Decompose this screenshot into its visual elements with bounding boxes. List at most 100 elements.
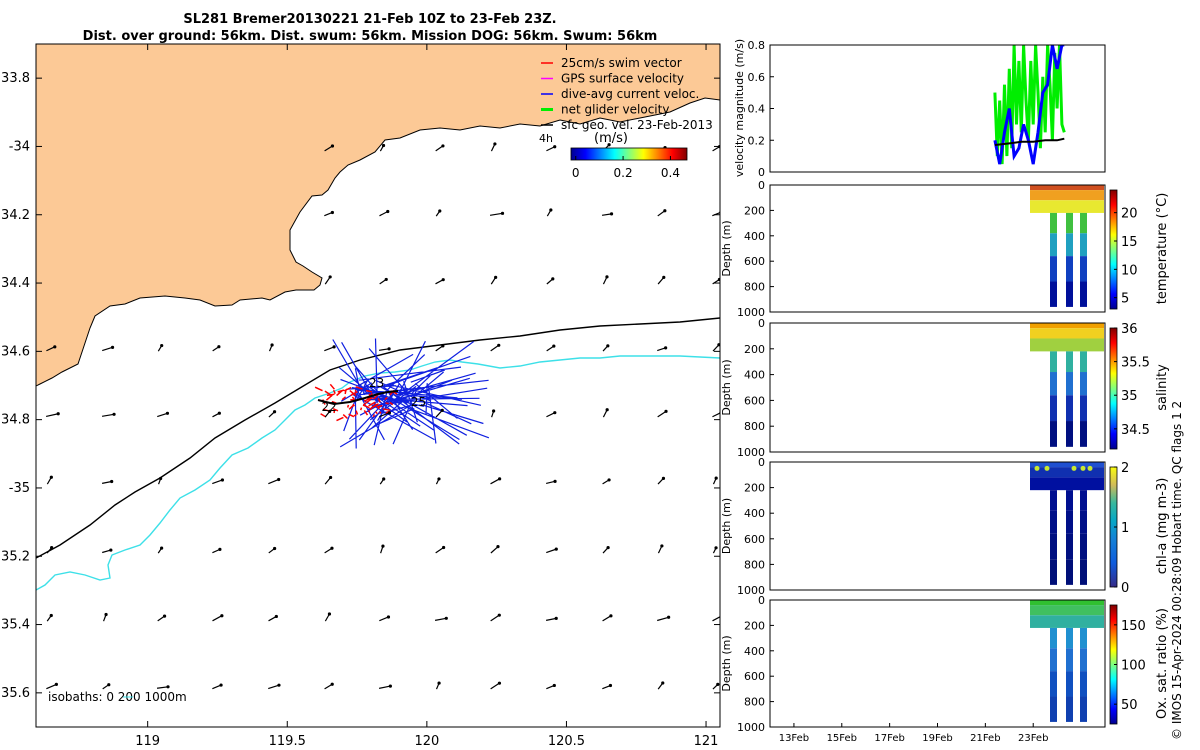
profile-data-column: [1066, 533, 1073, 560]
profile-x-tick-label: 17Feb: [874, 733, 904, 744]
profile-data-column: [1050, 696, 1057, 722]
geo-arrow-head: [107, 683, 111, 687]
dive-avg-current-vectors: [332, 338, 490, 449]
profile-data-column: [1066, 510, 1073, 534]
profile-colorbar: [1109, 327, 1118, 450]
profile-frame: [769, 461, 1106, 591]
geo-arrow-head: [553, 411, 557, 415]
geo-arrow-head: [660, 544, 664, 548]
geo-arrow: [378, 348, 390, 351]
profile-data-band: [1030, 605, 1104, 616]
geo-arrow-head: [496, 545, 500, 549]
colorbar-tick-label: 0.2: [614, 166, 633, 180]
profile-x-tick-label: 15Feb: [827, 733, 857, 744]
geo-arrow: [212, 479, 223, 485]
profile-y-tick-label: 800: [744, 420, 765, 433]
profile-y-tick-label: 1000: [737, 306, 765, 319]
profile-colorbar-label: chl-a (mg m-3): [1155, 478, 1170, 575]
geo-arrow-head: [441, 278, 445, 282]
map-x-tick-label: 120: [414, 734, 439, 749]
profile-data-band: [1030, 323, 1104, 329]
profile-data-column: [1080, 490, 1087, 511]
geo-arrow-head: [217, 411, 221, 415]
map-frame: [35, 43, 721, 728]
geo-arrow-head: [498, 477, 502, 481]
profile-data-column: [1066, 490, 1073, 511]
geo-arrow-head: [716, 682, 720, 687]
geo-arrow-head: [217, 345, 221, 349]
colorbar-tick-label: 5: [1121, 292, 1129, 307]
profile-y-tick-label: 200: [744, 343, 765, 356]
colorbar-tick-label: 15: [1121, 235, 1138, 250]
geo-arrow: [379, 616, 389, 622]
colorbar-tick-label: 36: [1121, 322, 1138, 337]
profile-data-column: [1080, 696, 1087, 722]
profile-y-tick-label: 600: [744, 394, 765, 407]
geo-arrow-head: [109, 548, 113, 552]
geo-arrow-head: [554, 616, 558, 620]
map-y-tick-label: 35.4: [1, 618, 30, 633]
track-day-label: 22: [322, 400, 337, 414]
profile-data-column: [1050, 233, 1057, 257]
geo-arrow-head: [49, 613, 53, 618]
profile-x-tick-label: 19Feb: [922, 733, 952, 744]
map-x-tick-label: 119.5: [269, 734, 306, 749]
geo-arrow: [490, 478, 500, 485]
geo-arrow-head: [605, 275, 609, 279]
colorbar-speed: [570, 147, 688, 161]
geo-arrow-head: [664, 346, 668, 350]
profile-data-column: [1080, 648, 1087, 672]
profile-x-tick-label: 21Feb: [970, 733, 1000, 744]
track-day-label: 23: [369, 376, 384, 390]
map-y-tick-label: 35.6: [1, 686, 30, 701]
profile-y-tick-label: 600: [744, 255, 765, 268]
profile-data-column: [1080, 281, 1087, 307]
map-y-tick-label: 34.8: [1, 413, 30, 428]
velocity-panel: 0 0.2 0.4 0.6 0.8 velocity magnitude (m/s): [733, 39, 1106, 179]
profile-data-column: [1066, 421, 1073, 447]
profile-colorbar-label: temperature (°C): [1155, 193, 1170, 305]
geo-arrow-head: [663, 209, 667, 213]
colorbar-tick-label: 35.5: [1121, 356, 1150, 371]
geo-arrow-head: [328, 475, 333, 480]
legend-entry: net glider velocity: [561, 103, 669, 117]
profile-y-tick-label: 600: [744, 533, 765, 546]
geo-arrow-head: [384, 277, 388, 282]
profile-data-column: [1080, 351, 1087, 373]
geo-arrow-head: [607, 478, 611, 482]
map-x-tick-label: 120.5: [548, 734, 585, 749]
geo-arrow-head: [441, 344, 445, 348]
velocity-ylabel: velocity magnitude (m/s): [733, 39, 746, 177]
geo-arrow-head: [500, 211, 505, 215]
geo-arrow-head: [381, 544, 385, 548]
profile-data-band: [1030, 615, 1104, 628]
geo-arrow-head: [53, 345, 57, 349]
velocity-y-tick-label: 0.8: [748, 39, 766, 52]
map-y-tick-label: 35.2: [1, 549, 30, 564]
geo-arrow: [379, 412, 390, 418]
geo-arrow-head: [662, 275, 666, 279]
profile-ylabel: Depth (m): [720, 635, 733, 691]
velocity-series-line: [993, 45, 1065, 165]
geo-arrow-head: [609, 212, 614, 216]
map-y-axis: 33.8 -34 34.2 34.4 34.6 34.8 -35 35.2 35.4 35.6: [1, 71, 720, 701]
profile-data-band: [1030, 467, 1104, 478]
legend-entry: 25cm/s swim vector: [561, 56, 682, 70]
geo-arrow-head: [270, 343, 274, 347]
geo-arrow-head: [388, 684, 392, 688]
geo-arrow-head: [381, 143, 386, 148]
profile-data-column: [1066, 671, 1073, 697]
colorbar-tick-label: 0.4: [661, 166, 680, 180]
map-annotations: 23 22 25: [322, 376, 427, 414]
profile-data-column: [1050, 559, 1057, 585]
profile-data-band: [1030, 600, 1104, 606]
dive-avg-vector-set: [332, 338, 490, 449]
profile-data-column: [1066, 281, 1073, 307]
geo-arrow-head: [437, 681, 441, 685]
profile-data-band: [1030, 338, 1104, 352]
geo-arrow-head: [159, 476, 163, 481]
colorbar-tick-label: 34.5: [1121, 423, 1150, 438]
figure-title-line1: SL281 Bremer20130221 21-Feb 10Z to 23-Fe…: [183, 12, 557, 27]
